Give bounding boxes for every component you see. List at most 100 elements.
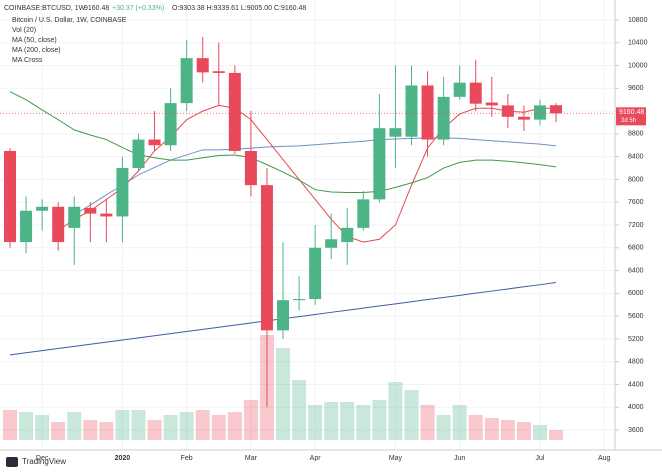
y-tick-label: 6800 [628, 245, 644, 252]
y-tick-label: 6400 [628, 267, 644, 274]
x-tick-label: Apr [310, 455, 322, 462]
volume-bar [67, 412, 82, 440]
candle-body [20, 210, 33, 243]
y-tick-label: 8400 [628, 153, 644, 160]
y-tick-label: 7600 [628, 199, 644, 206]
volume-bar [227, 412, 242, 440]
ma-layer [9, 91, 557, 356]
candle-body [164, 103, 177, 146]
candle-body [437, 96, 450, 140]
volume-bar [51, 422, 66, 440]
volume-bar [243, 400, 258, 440]
candle-body [244, 150, 257, 186]
y-tick-label: 8800 [628, 131, 644, 138]
volume-bar [147, 420, 162, 440]
candle-body [485, 102, 498, 106]
volume-bar [404, 390, 419, 440]
volume-bar [500, 420, 515, 440]
candle-body [148, 139, 161, 146]
legend-ma-cross: MA Cross [12, 57, 43, 64]
volume-bar [131, 410, 146, 440]
legend-title: Bitcoin / U.S. Dollar, 1W, COINBASE [12, 17, 127, 24]
volume-bar [436, 415, 451, 440]
footer-brand: TradingView [22, 457, 66, 466]
y-tick-label: 10000 [628, 62, 648, 69]
volume-bar [276, 348, 291, 440]
candle-body [389, 128, 402, 137]
volume-bar [356, 405, 371, 440]
candle-body [517, 116, 530, 120]
candle-body [228, 72, 241, 151]
volume-bar [484, 418, 499, 440]
axis-layer: 3600 4000 4400 4800 5200 5600 6000 6400 6800 7200… [0, 17, 648, 462]
volume-bar [195, 410, 210, 440]
candle-body [36, 206, 49, 211]
candle-body [533, 105, 546, 120]
candle-body [100, 213, 113, 217]
legend-volume: Vol (20) [12, 27, 36, 34]
candle-body [357, 199, 370, 228]
candle-body [4, 150, 16, 243]
x-tick-label: Jul [536, 455, 545, 462]
y-tick-label: 4000 [628, 404, 644, 411]
volume-bar [420, 405, 435, 440]
candle-body [421, 85, 434, 140]
volume-bar [19, 412, 34, 440]
y-tick-label: 3600 [628, 427, 644, 434]
legend-ma: MA (50, close) [12, 37, 57, 44]
volume-bar [83, 420, 98, 440]
volume-bar [372, 400, 387, 440]
volume-bar [549, 430, 564, 440]
price-label: 9160.48 [619, 109, 644, 116]
candle-layer [4, 37, 563, 408]
volume-bar [3, 410, 17, 440]
y-tick-label: 6000 [628, 290, 644, 297]
price-label-box [616, 107, 646, 126]
x-tick-label: 2020 [115, 455, 131, 462]
volume-bar [516, 422, 531, 440]
candle-body [405, 85, 418, 137]
candle-body [212, 71, 225, 73]
candle-body [277, 300, 290, 331]
ma-line [73, 137, 557, 216]
y-tick-label: 5600 [628, 313, 644, 320]
candle-body [341, 227, 354, 243]
candle-body [52, 206, 65, 243]
volume-bar [452, 405, 467, 440]
volume-layer [3, 335, 564, 440]
candle-body [373, 128, 386, 200]
volume-bar [35, 415, 50, 440]
header-change: +30.37 (+0.33%) [112, 5, 164, 12]
y-tick-label: 4800 [628, 359, 644, 366]
y-tick-label: 10800 [628, 17, 648, 24]
header-last: 9160.48 [84, 5, 109, 12]
candle-body [116, 168, 129, 217]
y-tick-label: 9600 [628, 85, 644, 92]
grid [0, 0, 615, 450]
x-tick-label: Aug [598, 455, 611, 462]
candle-body [501, 105, 514, 117]
header-symbol: COINBASE:BTCUSD, 1W [4, 5, 86, 12]
candle-body [309, 247, 322, 300]
y-tick-label: 10400 [628, 40, 648, 47]
volume-bar [115, 410, 130, 440]
candle-body [132, 139, 145, 169]
y-tick-label: 4400 [628, 381, 644, 388]
y-tick-label: 5200 [628, 336, 644, 343]
candle-body [325, 239, 338, 248]
volume-bar [179, 412, 194, 440]
volume-bar [468, 415, 483, 440]
volume-bar [308, 405, 323, 440]
volume-bar [163, 415, 178, 440]
y-tick-label: 8000 [628, 176, 644, 183]
candle-body [196, 58, 209, 73]
volume-bar [388, 382, 403, 440]
volume-bar [292, 380, 307, 440]
candle-body [293, 299, 306, 301]
volume-bar [99, 422, 114, 440]
logo [6, 457, 18, 467]
x-tick-label: May [389, 455, 403, 462]
volume-bar [211, 415, 226, 440]
candle-body [550, 105, 563, 114]
